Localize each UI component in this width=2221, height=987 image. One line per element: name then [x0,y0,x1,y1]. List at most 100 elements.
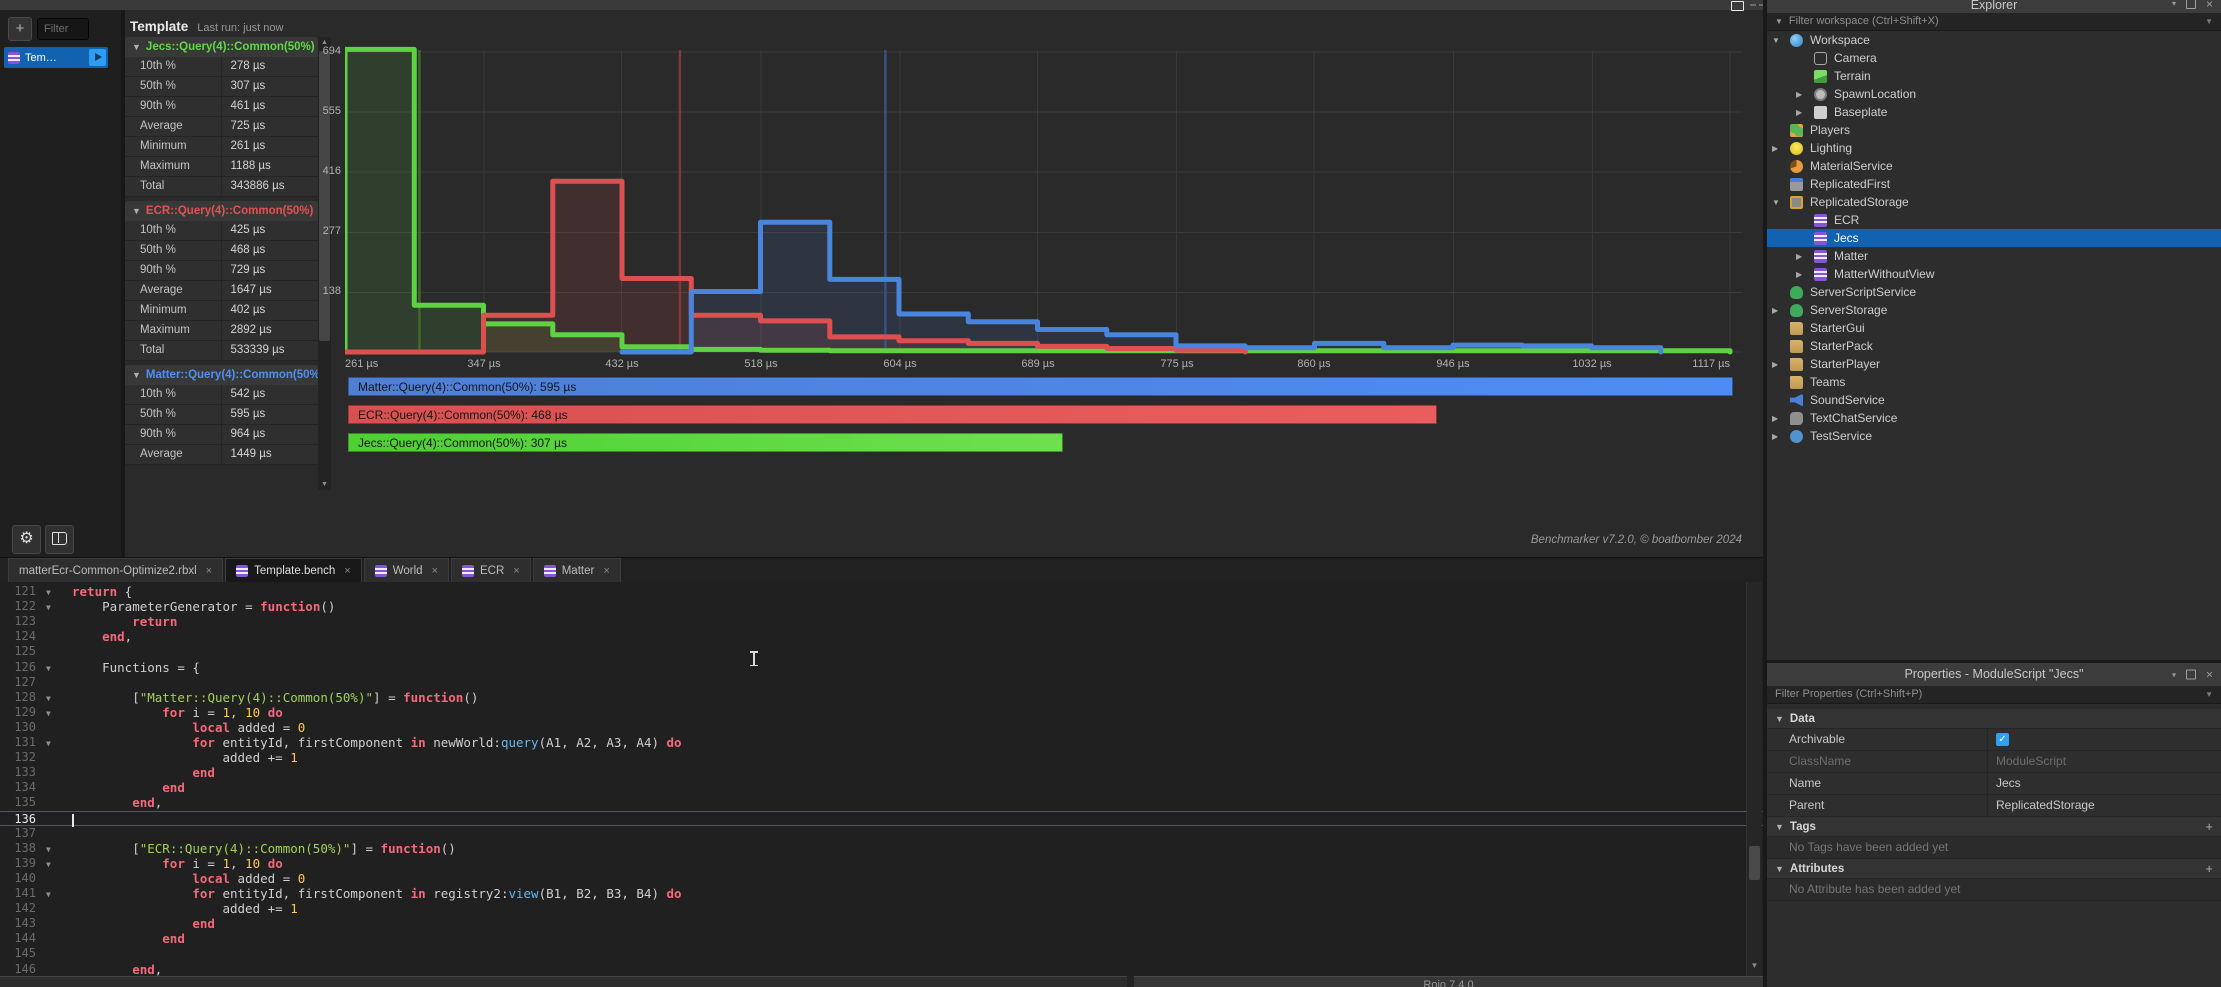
scroll-down-icon[interactable]: ▼ [1750,961,1759,970]
explorer-panel-title[interactable]: Explorer ▾ × [1767,0,2221,13]
tree-item-replicatedfirst[interactable]: ReplicatedFirst [1767,175,2221,193]
code-line-140[interactable]: 140 local added = 0 [14,870,306,886]
code-line-132[interactable]: 132 added += 1 [14,750,298,766]
benchmark-histogram-chart[interactable]: 261 µs 347 µs 432 µs 518 µs 604 µs 689 µs 775 … [345,32,1742,492]
chevron-down-icon[interactable]: ▾ [2171,670,2176,679]
benchmark-item-template[interactable]: Tem… [4,47,108,68]
close-tab-icon[interactable]: × [513,564,520,577]
code-line-135[interactable]: 135 end, [14,795,163,811]
code-line-141[interactable]: 141 ▼ for entityId, firstComponent in regi… [14,886,682,901]
tree-item-teams[interactable]: Teams [1767,373,2221,391]
code-line-138[interactable]: 138 ▼ ["ECR::Query(4)::Common(50%)"] = fun… [14,840,456,856]
settings-button[interactable]: ⚙ [12,525,41,554]
fold-arrow-icon[interactable]: ▼ [46,844,51,854]
code-line-127[interactable]: 127 [14,674,36,689]
close-tab-icon[interactable]: × [431,564,438,577]
tree-item-serverstorage[interactable]: ▶ ServerStorage [1772,303,1888,317]
property-row-parent[interactable]: Parent ReplicatedStorage [1767,795,2221,817]
tree-item-starterplayer[interactable]: ▶ StarterPlayer [1772,357,1881,371]
tree-item-soundservice[interactable]: SoundService [1767,391,2221,409]
stat-section-header[interactable]: ▼ ECR::Query(4)::Common(50%) [125,201,318,221]
dock-icon[interactable] [2185,669,2196,680]
code-line-143[interactable]: 143 end [14,916,215,932]
code-line-136[interactable]: 136 [0,810,1763,827]
tab-matterecr-common-optimize2-rbxl[interactable]: matterEcr-Common-Optimize2.rbxl × [8,558,224,582]
fold-arrow-icon[interactable]: ▼ [46,739,51,748]
legend-bar[interactable]: ECR::Query(4)::Common(50%): 468 µs [348,405,1437,424]
tree-collapsed-arrow-icon[interactable]: ▶ [1772,359,1779,369]
tree-item-matter[interactable]: ▶ Matter [1796,249,1869,263]
legend-bar[interactable]: Matter::Query(4)::Common(50%): 595 µs [348,377,1733,396]
close-icon[interactable]: × [2205,667,2213,681]
properties-section-tags[interactable]: ▼ Tags + [1767,817,2221,837]
tree-collapsed-arrow-icon[interactable]: ▶ [1772,305,1779,315]
tree-expanded-arrow-icon[interactable]: ▼ [1772,35,1780,45]
benchmark-filter-input[interactable]: Filter [37,18,89,40]
tree-collapsed-arrow-icon[interactable]: ▶ [1796,251,1803,261]
properties-panel-title[interactable]: Properties - ModuleScript "Jecs" ▾ × [1767,663,2221,686]
tree-item-camera[interactable]: Camera [1767,49,2221,67]
tab-ecr[interactable]: ECR × [451,558,531,582]
code-line-146[interactable]: 146 end, [14,961,163,977]
scroll-up-icon[interactable]: ▲ [321,39,328,46]
tree-item-spawnlocation[interactable]: ▶ SpawnLocation [1796,87,1917,101]
property-row-archivable[interactable]: Archivable ✓ [1767,729,2221,751]
property-row-name[interactable]: Name Jecs [1767,773,2221,795]
add-attributes-button[interactable]: + [2205,861,2213,876]
editor-scrollbar-thumb[interactable] [1749,846,1760,880]
tree-collapsed-arrow-icon[interactable]: ▶ [1772,431,1779,441]
run-benchmark-button[interactable] [89,49,106,66]
stat-section-header[interactable]: ▼ Matter::Query(4)::Common(50%) [125,365,318,385]
script-editor[interactable]: 121 ▼ return { 122 ▼ ParameterGenerator = fu… [0,582,1763,976]
tree-item-lighting[interactable]: ▶ Lighting [1772,141,1853,155]
fold-arrow-icon[interactable]: ▼ [46,603,51,613]
fold-arrow-icon[interactable]: ▼ [46,693,51,703]
fold-arrow-icon[interactable]: ▼ [46,708,51,718]
code-line-130[interactable]: 130 local added = 0 [14,719,306,735]
scroll-down-icon[interactable]: ▼ [321,481,328,488]
tree-item-terrain[interactable]: Terrain [1767,67,2221,85]
tab-matter[interactable]: Matter × [532,558,621,582]
code-line-125[interactable]: 125 [14,644,36,659]
code-line-133[interactable]: 133 end [14,765,215,781]
fold-arrow-icon[interactable]: ▼ [46,588,51,597]
dock-window-icon[interactable] [1731,1,1744,11]
close-icon[interactable]: × [2205,0,2213,11]
tree-item-baseplate[interactable]: ▶ Baseplate [1796,105,1888,119]
code-line-145[interactable]: 145 [14,946,36,961]
tree-item-players[interactable]: Players [1767,121,2221,139]
code-line-126[interactable]: 126 ▼ Functions = { [14,659,200,675]
dock-icon[interactable] [2185,0,2196,9]
properties-section-data[interactable]: ▼ Data [1767,709,2221,729]
add-tags-button[interactable]: + [2205,819,2213,834]
close-tab-icon[interactable]: × [344,564,351,577]
filter-dropdown-icon[interactable]: ▼ [2205,17,2213,26]
code-line-131[interactable]: 131 ▼ for entityId, firstComponent in newW… [14,735,682,750]
code-line-139[interactable]: 139 ▼ for i = 1, 10 do [14,855,283,871]
tree-item-replicatedstorage[interactable]: ▼ ReplicatedStorage [1772,195,1909,209]
tree-item-serverscriptservice[interactable]: ServerScriptService [1767,283,2221,301]
benchmarker-titlebar[interactable] [0,0,1765,11]
stat-section-header[interactable]: ▼ Jecs::Query(4)::Common(50%) [125,37,318,57]
archivable-checkbox[interactable]: ✓ [1996,733,2009,746]
tree-expanded-arrow-icon[interactable]: ▼ [1772,197,1780,207]
tree-item-testservice[interactable]: ▶ TestService [1772,429,1873,443]
code-line-137[interactable]: 137 [14,825,36,840]
tree-item-starterpack[interactable]: StarterPack [1767,337,2221,355]
fold-arrow-icon[interactable]: ▼ [46,890,51,899]
chevron-down-icon[interactable]: ▾ [2171,0,2176,8]
legend-bar[interactable]: Jecs::Query(4)::Common(50%): 307 µs [348,433,1063,452]
fold-arrow-icon[interactable]: ▼ [46,663,51,673]
code-line-121[interactable]: 121 ▼ return { [14,584,133,599]
code-line-134[interactable]: 134 end [14,780,185,796]
properties-section-attributes[interactable]: ▼ Attributes + [1767,859,2221,879]
rojo-panel-header[interactable]: Rojo 7.4.0 [1134,976,1763,987]
tree-item-jecs[interactable]: Jecs [1767,229,2221,247]
tree-item-textchatservice[interactable]: ▶ TextChatService [1772,411,1898,425]
tree-collapsed-arrow-icon[interactable]: ▶ [1796,89,1803,99]
tree-item-materialservice[interactable]: MaterialService [1767,157,2221,175]
property-row-classname[interactable]: ClassName ModuleScript [1767,751,2221,773]
tree-collapsed-arrow-icon[interactable]: ▶ [1796,269,1803,279]
stats-scrollbar-thumb[interactable] [319,51,330,341]
editor-scrollbar[interactable]: ▼ [1746,582,1762,976]
